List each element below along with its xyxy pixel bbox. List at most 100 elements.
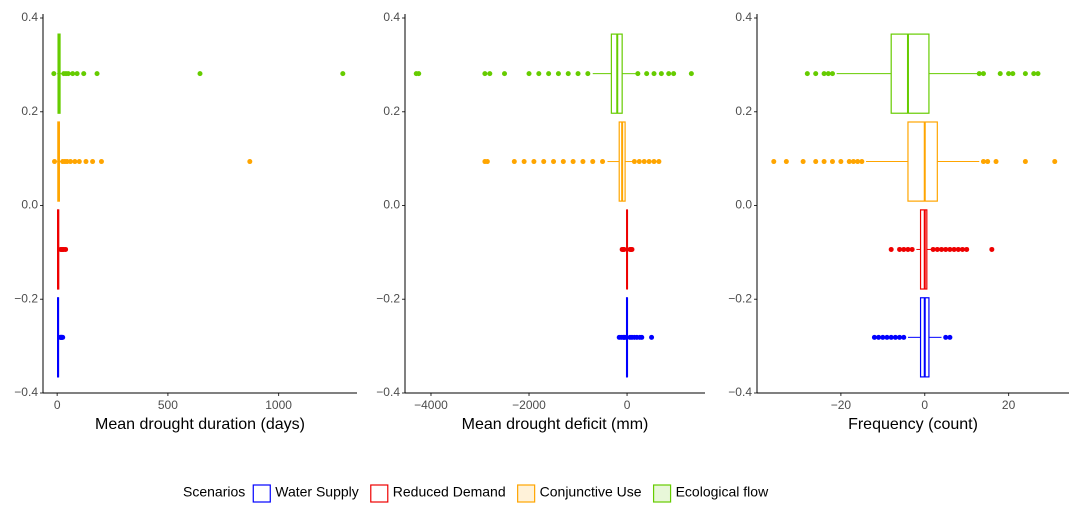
y-tick-label: 0.0 [735, 198, 752, 212]
y-tick-label: 0.4 [735, 10, 752, 24]
y-tick-label: 0.0 [21, 198, 38, 212]
outlier [1035, 71, 1041, 77]
outlier [247, 159, 253, 165]
outlier [416, 71, 422, 77]
y-tick-label: −0.2 [728, 291, 752, 305]
outlier [939, 246, 945, 252]
x-tick-label: −2000 [512, 398, 546, 412]
box [907, 121, 938, 202]
outlier [340, 71, 346, 77]
outlier [993, 159, 999, 165]
outlier [980, 71, 986, 77]
outlier [81, 71, 87, 77]
outlier [197, 71, 203, 77]
outlier [67, 159, 73, 165]
outlier [621, 246, 627, 252]
outlier [580, 159, 586, 165]
outlier [72, 159, 78, 165]
x-tick-label: 0 [624, 398, 631, 412]
legend-title: Scenarios [183, 484, 245, 500]
x-tick-label: −20 [831, 398, 852, 412]
outlier [888, 246, 894, 252]
x-tick-label: 1000 [265, 398, 292, 412]
outlier [74, 71, 80, 77]
outlier [947, 334, 953, 340]
outlier [897, 334, 903, 340]
outlier [98, 159, 104, 165]
outlier [546, 71, 552, 77]
outlier [901, 246, 907, 252]
outlier [829, 71, 835, 77]
outlier [838, 159, 844, 165]
y-tick-label: −0.4 [376, 385, 400, 399]
outlier [651, 71, 657, 77]
x-tick-label: −4000 [414, 398, 448, 412]
x-axis-title: Mean drought duration (days) [95, 416, 305, 433]
outlier [905, 246, 911, 252]
outlier [644, 71, 650, 77]
outlier [531, 159, 537, 165]
x-tick-label: 500 [158, 398, 178, 412]
outlier [646, 159, 652, 165]
legend-label: Ecological flow [676, 484, 769, 500]
outlier [909, 246, 915, 252]
outlier [52, 159, 58, 165]
outlier [871, 334, 877, 340]
outlier [989, 246, 995, 252]
outlier [590, 159, 596, 165]
outlier [821, 71, 827, 77]
legend-label: Reduced Demand [393, 484, 506, 500]
outlier [560, 159, 566, 165]
outlier [688, 71, 694, 77]
y-tick-label: 0.2 [735, 104, 752, 118]
outlier [800, 159, 806, 165]
outlier [651, 159, 657, 165]
outlier [521, 159, 527, 165]
outlier [536, 71, 542, 77]
legend-label: Water Supply [275, 484, 359, 500]
box [919, 209, 928, 290]
outlier [636, 159, 642, 165]
outlier [930, 246, 936, 252]
outlier [482, 71, 488, 77]
outlier [551, 159, 557, 165]
outlier [897, 246, 903, 252]
x-axis-title: Frequency (count) [848, 416, 978, 433]
y-tick-label: 0.4 [383, 10, 400, 24]
y-tick-label: 0.0 [383, 198, 400, 212]
outlier [570, 159, 576, 165]
y-tick-label: −0.4 [728, 385, 752, 399]
outlier [783, 159, 789, 165]
outlier [980, 159, 986, 165]
outlier [641, 159, 647, 165]
outlier [892, 334, 898, 340]
x-axis-title: Mean drought deficit (mm) [462, 416, 649, 433]
y-tick-label: 0.2 [383, 104, 400, 118]
outlier [631, 159, 637, 165]
outlier [947, 246, 953, 252]
outlier [600, 159, 606, 165]
outlier [825, 71, 831, 77]
outlier [555, 71, 561, 77]
outlier [649, 334, 655, 340]
outlier [976, 71, 982, 77]
outlier [565, 71, 571, 77]
box [890, 33, 930, 114]
outlier [964, 246, 970, 252]
outlier [666, 71, 672, 77]
outlier [771, 159, 777, 165]
outlier [585, 71, 591, 77]
x-tick-label: 0 [921, 398, 928, 412]
outlier [1006, 71, 1012, 77]
outlier [484, 159, 490, 165]
outlier [821, 159, 827, 165]
legend-key [652, 484, 672, 503]
outlier [1052, 159, 1058, 165]
x-tick-label: 20 [1002, 398, 1016, 412]
outlier [829, 159, 835, 165]
outlier [943, 246, 949, 252]
outlier [1031, 71, 1037, 77]
outlier [985, 159, 991, 165]
